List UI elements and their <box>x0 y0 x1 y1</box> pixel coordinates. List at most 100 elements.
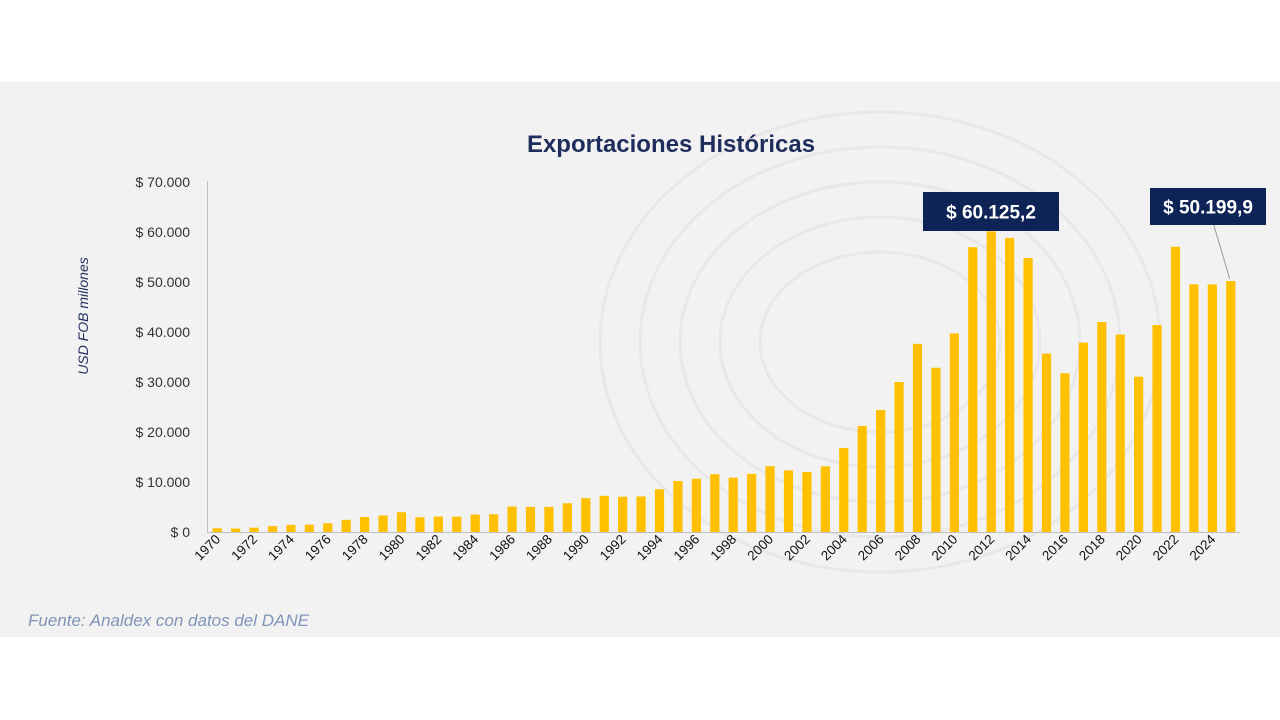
x-tick-label: 1978 <box>339 532 371 564</box>
bar-1976 <box>323 523 333 532</box>
bars-group <box>212 231 1236 532</box>
x-tick-label: 1994 <box>634 531 666 563</box>
bar-1987 <box>525 506 536 532</box>
x-axis-ticks: 1970 1972 1974 1976 1978 1980 1982 1984 1986 1988… <box>191 531 1218 563</box>
bar-2022 <box>1170 246 1181 532</box>
source-note: Fuente: Analdex con datos del DANE <box>28 611 310 630</box>
bar-chart: Exportaciones Históricas USD FOB millone… <box>28 110 1266 630</box>
bar-2012 <box>986 231 996 532</box>
bar-1970 <box>212 528 222 532</box>
bar-1989 <box>562 503 572 532</box>
x-tick-label: 2016 <box>1039 532 1071 564</box>
x-tick-label: 1976 <box>302 532 334 564</box>
x-tick-label: 1992 <box>597 532 629 564</box>
callout-box <box>1150 188 1266 225</box>
bar-1999 <box>747 473 757 532</box>
y-tick-label: $ 0 <box>171 524 191 540</box>
bar-2020 <box>1134 376 1144 532</box>
x-tick-label: 2000 <box>744 532 776 564</box>
bar-1990 <box>581 498 591 532</box>
bar-2007 <box>894 382 904 532</box>
bar-1986 <box>507 506 517 532</box>
bar-2001 <box>783 470 794 532</box>
bar-1971 <box>231 528 241 532</box>
y-tick-label: $ 10.000 <box>136 474 191 490</box>
bar-1993 <box>636 496 646 532</box>
bar-1982 <box>433 516 443 532</box>
bar-1992 <box>618 496 628 532</box>
bar-2014 <box>1023 258 1033 532</box>
x-tick-label: 2012 <box>965 532 997 564</box>
bar-1994 <box>654 489 665 532</box>
bar-2018 <box>1097 322 1107 532</box>
x-tick-label: 2010 <box>929 532 961 564</box>
bar-1984 <box>470 514 480 532</box>
x-tick-label: 1980 <box>376 532 408 564</box>
bar-2003 <box>820 466 830 532</box>
bar-1985 <box>489 514 499 532</box>
bar-1974 <box>286 524 296 532</box>
bar-2000 <box>765 466 775 532</box>
bar-1975 <box>304 524 314 532</box>
callouts-group: $ 60.125,2 $ 50.199,9 <box>923 188 1266 280</box>
bar-1995 <box>673 481 683 532</box>
y-tick-label: $ 30.000 <box>136 374 191 390</box>
bar-2009 <box>931 367 941 532</box>
x-tick-label: 2022 <box>1150 532 1182 564</box>
bar-2021 <box>1152 325 1162 532</box>
x-tick-label: 2020 <box>1113 532 1145 564</box>
x-tick-label: 1974 <box>265 531 297 563</box>
y-axis-label: USD FOB millones <box>75 257 91 374</box>
bar-1972 <box>249 527 259 532</box>
bar-2008 <box>912 343 923 532</box>
bar-1981 <box>415 517 425 532</box>
x-tick-label: 2018 <box>1076 532 1108 564</box>
bar-2010 <box>949 333 959 532</box>
y-axis-ticks: $ 0 $ 10.000 $ 20.000 $ 30.000 $ 40.000 $ 50.… <box>136 174 191 540</box>
bar-1991 <box>599 495 609 532</box>
bar-1980 <box>396 512 407 532</box>
bar-1973 <box>267 526 278 532</box>
x-tick-label: 2002 <box>781 532 813 564</box>
x-tick-label: 1982 <box>413 532 445 564</box>
y-tick-label: $ 50.000 <box>136 274 191 290</box>
x-tick-label: 1984 <box>449 531 481 563</box>
bar-1978 <box>360 517 370 532</box>
x-tick-label: 1986 <box>486 532 518 564</box>
bar-2015 <box>1041 353 1052 532</box>
callout-leader-line <box>1213 224 1231 280</box>
chart-panel: Exportaciones Históricas USD FOB millone… <box>0 82 1280 637</box>
bar-2011 <box>968 247 978 532</box>
bar-1979 <box>378 515 388 532</box>
chart-title: Exportaciones Históricas <box>527 131 815 158</box>
bar-1977 <box>341 519 351 532</box>
y-tick-label: $ 20.000 <box>136 424 191 440</box>
x-tick-label: 1988 <box>523 532 555 564</box>
bar-2006 <box>876 410 886 532</box>
x-tick-label: 1990 <box>560 532 592 564</box>
bar-2025 <box>1226 281 1236 532</box>
y-tick-label: $ 70.000 <box>136 174 191 190</box>
bar-1997 <box>710 474 720 532</box>
bar-2004 <box>839 448 849 532</box>
callout-label: $ 50.199,9 <box>1163 198 1253 219</box>
x-tick-label: 1972 <box>228 532 260 564</box>
bar-2016 <box>1060 373 1070 532</box>
callout-box <box>923 192 1059 231</box>
x-tick-label: 1998 <box>707 532 739 564</box>
bar-1996 <box>691 478 701 532</box>
y-tick-label: $ 40.000 <box>136 324 191 340</box>
bar-2023 <box>1189 284 1199 532</box>
y-tick-label: $ 60.000 <box>136 224 191 240</box>
x-tick-label: 2024 <box>1187 531 1219 563</box>
bar-1983 <box>452 516 462 532</box>
bar-2019 <box>1115 334 1125 532</box>
x-tick-label: 1970 <box>191 532 223 564</box>
callout-label: $ 60.125,2 <box>946 203 1036 224</box>
bar-2024 <box>1207 284 1217 532</box>
bar-1998 <box>728 477 738 532</box>
bar-2005 <box>857 426 867 532</box>
x-tick-label: 1996 <box>671 532 703 564</box>
bar-2013 <box>1005 237 1015 532</box>
bar-2017 <box>1078 342 1088 532</box>
